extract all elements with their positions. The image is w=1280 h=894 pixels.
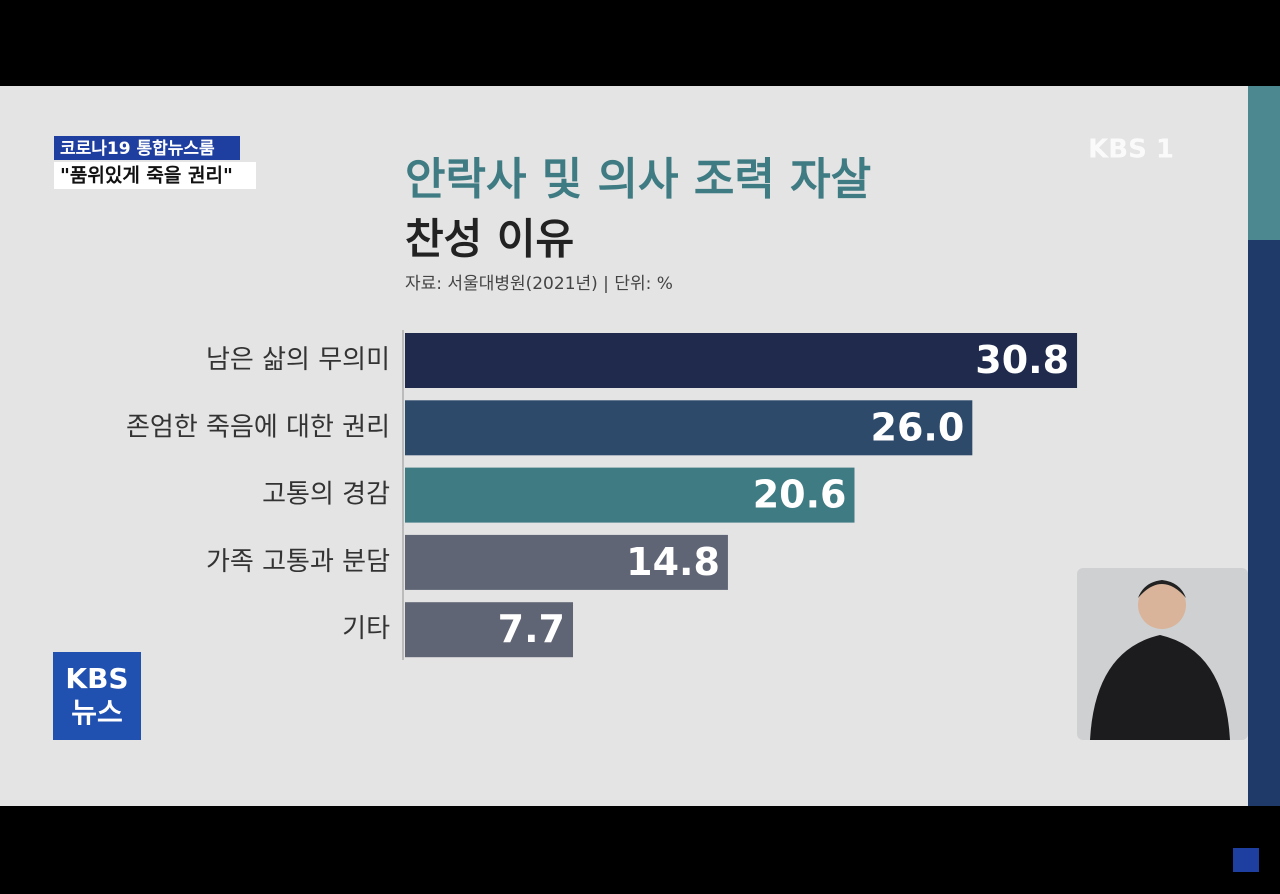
- category-label: 가족 고통과 분담: [206, 547, 390, 577]
- news-logo-text: KBS: [65, 662, 128, 695]
- side-stripe: [1248, 240, 1280, 806]
- category-label: 존엄한 죽음에 대한 권리: [126, 412, 390, 442]
- chart-title: 안락사 및 의사 조력 자살: [405, 154, 871, 205]
- signer-hair: [1138, 580, 1186, 598]
- channel-logo: KBS 1: [1088, 135, 1174, 165]
- program-banner: [54, 136, 240, 160]
- news-logo: [53, 652, 141, 740]
- value-label: 7.7: [498, 607, 565, 651]
- bar: [405, 467, 855, 523]
- value-label: 26.0: [871, 405, 965, 449]
- category-label: 기타: [342, 614, 390, 644]
- signer-head: [1138, 581, 1186, 629]
- program-name: 코로나19 통합뉴스룸: [60, 138, 215, 159]
- sign-language-inset: [1077, 568, 1248, 740]
- category-label: 남은 삶의 무의미: [206, 345, 390, 375]
- bar: [405, 602, 574, 658]
- chart-subtitle: 찬성 이유: [405, 215, 574, 264]
- value-label: 30.8: [975, 338, 1069, 382]
- bar: [405, 534, 728, 590]
- bar: [405, 333, 1078, 388]
- side-stripe: [1248, 86, 1280, 240]
- bar: [405, 400, 973, 456]
- headline: "품위있게 죽을 권리": [60, 165, 233, 187]
- source-note: 자료: 서울대병원(2021년) | 단위: %: [405, 274, 673, 294]
- news-logo-text: 뉴스: [71, 696, 123, 729]
- value-label: 14.8: [626, 540, 720, 584]
- headline-banner: [54, 162, 256, 189]
- signer-body: [1090, 635, 1230, 740]
- value-label: 20.6: [753, 473, 847, 517]
- subscribe-icon[interactable]: [1233, 848, 1259, 872]
- category-label: 고통의 경감: [262, 480, 390, 510]
